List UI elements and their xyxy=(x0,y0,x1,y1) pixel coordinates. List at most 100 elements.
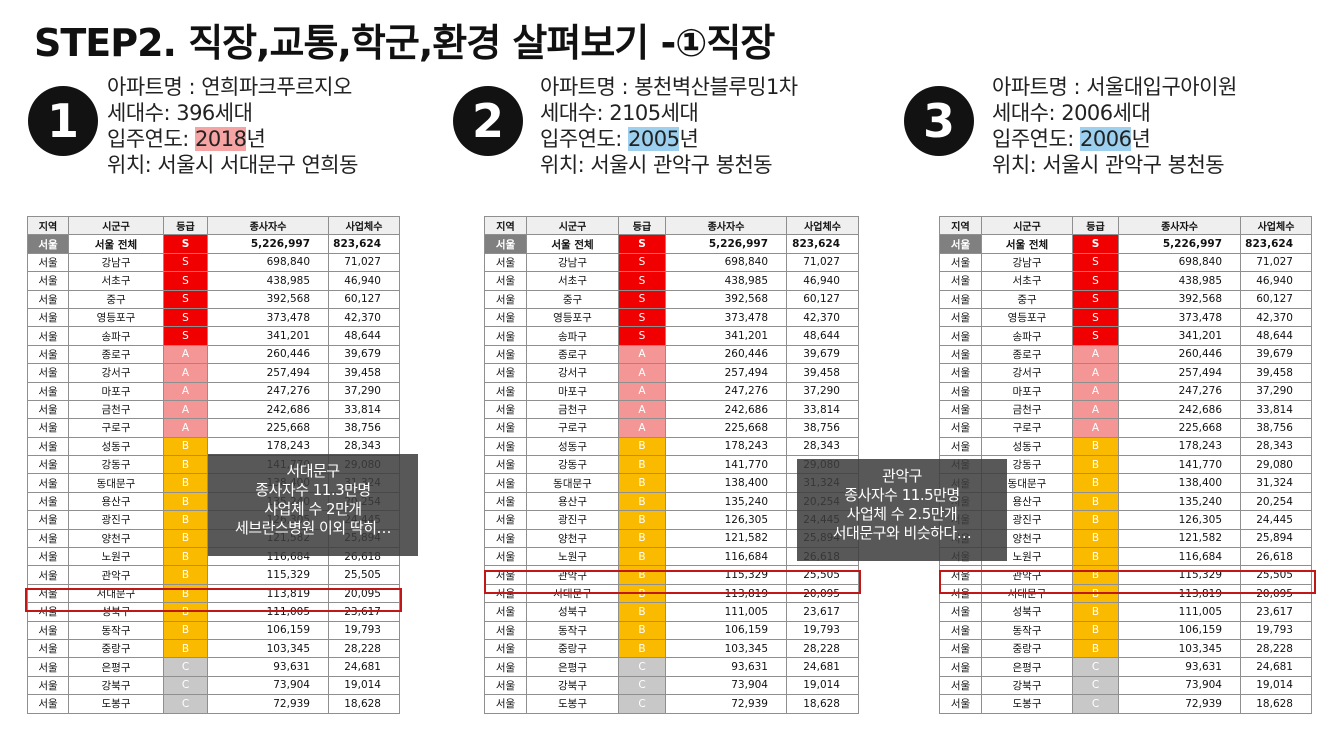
number-badge-3: 3 xyxy=(904,86,974,156)
businesses-cell: 25,894 xyxy=(1240,528,1312,549)
grade-cell: B xyxy=(1072,473,1119,493)
grade-cell: B xyxy=(618,547,666,567)
employees-cell: 341,201 xyxy=(1118,326,1241,346)
employees-cell: 138,400 xyxy=(1118,473,1241,493)
table-row: 서울 동작구 B 106,159 19,793 xyxy=(484,620,859,640)
table-row: 서울 구로구 A 225,668 38,756 xyxy=(27,418,400,438)
apartment-name-line: 아파트명 : 서울대입구아이원 xyxy=(992,75,1237,99)
grade-cell: B xyxy=(618,436,666,457)
employees-cell: 698,840 xyxy=(207,252,329,273)
businesses-cell: 46,940 xyxy=(328,271,400,291)
region-cell: 서울 xyxy=(27,271,69,291)
region-cell: 서울 xyxy=(484,418,527,438)
grade-cell: B xyxy=(163,491,208,512)
grade-cell: B xyxy=(1072,491,1119,512)
employees-cell: 72,939 xyxy=(1118,694,1241,714)
table-row: 서울 중랑구 B 103,345 28,228 xyxy=(939,638,1312,659)
district-cell: 송파구 xyxy=(526,326,619,346)
employees-cell: 438,985 xyxy=(665,271,787,291)
district-cell: 구로구 xyxy=(68,418,164,438)
year-suffix: 년 xyxy=(246,127,266,151)
businesses-cell: 28,228 xyxy=(328,638,400,659)
apartment-location-line: 위치: 서울시 서대문구 연희동 xyxy=(107,153,358,177)
businesses-cell: 38,756 xyxy=(328,418,400,438)
table-row: 서울 강북구 C 73,904 19,014 xyxy=(27,675,400,696)
grade-cell: S xyxy=(1072,271,1119,291)
district-cell: 동작구 xyxy=(526,620,619,640)
employees-cell: 373,478 xyxy=(665,307,787,328)
businesses-cell: 39,679 xyxy=(786,344,859,365)
table-row: 서울 영등포구 S 373,478 42,370 xyxy=(27,307,400,328)
district-cell: 광진구 xyxy=(526,510,619,530)
employees-cell: 178,243 xyxy=(207,436,329,457)
district-cell: 강남구 xyxy=(68,252,164,273)
businesses-cell: 42,370 xyxy=(1240,307,1312,328)
table-row: 서울 서초구 S 438,985 46,940 xyxy=(484,271,859,291)
district-cell: 양천구 xyxy=(68,528,164,549)
grade-cell: B xyxy=(618,602,666,622)
region-cell: 서울 xyxy=(484,289,527,309)
column-header: 종사자수 xyxy=(207,215,329,236)
region-cell: 서울 xyxy=(27,528,69,549)
grade-cell: S xyxy=(1072,252,1119,273)
region-cell: 서울 xyxy=(939,436,982,457)
district-cell: 중구 xyxy=(68,289,164,309)
employees-cell: 5,226,997 xyxy=(207,234,329,254)
employees-cell: 242,686 xyxy=(207,399,329,420)
employees-cell: 373,478 xyxy=(1118,307,1241,328)
district-cell: 강북구 xyxy=(981,675,1073,696)
grade-cell: S xyxy=(163,289,208,309)
table-row: 서울 중랑구 B 103,345 28,228 xyxy=(27,638,400,659)
employees-cell: 257,494 xyxy=(1118,363,1241,383)
grade-cell: B xyxy=(163,638,208,659)
region-cell: 서울 xyxy=(27,510,69,530)
region-cell: 서울 xyxy=(484,363,527,383)
column-header: 등급 xyxy=(163,215,208,236)
grade-cell: A xyxy=(1072,344,1119,365)
region-cell: 서울 xyxy=(939,620,982,640)
district-cell: 동대문구 xyxy=(526,473,619,493)
employees-cell: 121,582 xyxy=(1118,528,1241,549)
district-cell: 금천구 xyxy=(981,399,1073,420)
employees-cell: 121,582 xyxy=(665,528,787,549)
district-cell: 은평구 xyxy=(68,657,164,677)
businesses-cell: 19,014 xyxy=(1240,675,1312,696)
employees-cell: 135,240 xyxy=(1118,491,1241,512)
district-cell: 강남구 xyxy=(981,252,1073,273)
note-box-1: 서대문구 종사자수 11.3만명 사업체 수 2만개 세브란스병원 이외 딱히… xyxy=(208,454,418,556)
employees-cell: 103,345 xyxy=(1118,638,1241,659)
column-header: 사업체수 xyxy=(786,215,859,236)
district-cell: 강동구 xyxy=(526,455,619,475)
grade-cell: A xyxy=(163,399,208,420)
employees-cell: 698,840 xyxy=(1118,252,1241,273)
district-cell: 동작구 xyxy=(981,620,1073,640)
employees-cell: 93,631 xyxy=(665,657,787,677)
businesses-cell: 71,027 xyxy=(786,252,859,273)
highlight-box-gwanak xyxy=(939,570,1316,594)
grade-cell: B xyxy=(1072,547,1119,567)
businesses-cell: 60,127 xyxy=(786,289,859,309)
grade-cell: A xyxy=(1072,418,1119,438)
table-row: 서울 강서구 A 257,494 39,458 xyxy=(27,363,400,383)
employees-cell: 73,904 xyxy=(1118,675,1241,696)
number-badge-2: 2 xyxy=(453,86,523,156)
year-prefix: 입주연도: xyxy=(540,127,629,151)
apartment-location-line: 위치: 서울시 관악구 봉천동 xyxy=(992,153,1225,177)
businesses-cell: 823,624 xyxy=(786,234,859,254)
businesses-cell: 24,681 xyxy=(786,657,859,677)
businesses-cell: 60,127 xyxy=(328,289,400,309)
district-cell: 중랑구 xyxy=(981,638,1073,659)
employees-cell: 392,568 xyxy=(207,289,329,309)
region-cell: 서울 xyxy=(27,307,69,328)
grade-cell: B xyxy=(618,638,666,659)
region-cell: 서울 xyxy=(484,307,527,328)
column-header: 종사자수 xyxy=(1118,215,1241,236)
employees-cell: 242,686 xyxy=(1118,399,1241,420)
number-badge-1: 1 xyxy=(28,86,98,156)
grade-cell: C xyxy=(163,675,208,696)
apartment-name-line: 아파트명 : 연희파크푸르지오 xyxy=(107,75,352,99)
table-row: 서울 도봉구 C 72,939 18,628 xyxy=(27,694,400,714)
district-cell: 구로구 xyxy=(981,418,1073,438)
grade-cell: B xyxy=(1072,436,1119,457)
